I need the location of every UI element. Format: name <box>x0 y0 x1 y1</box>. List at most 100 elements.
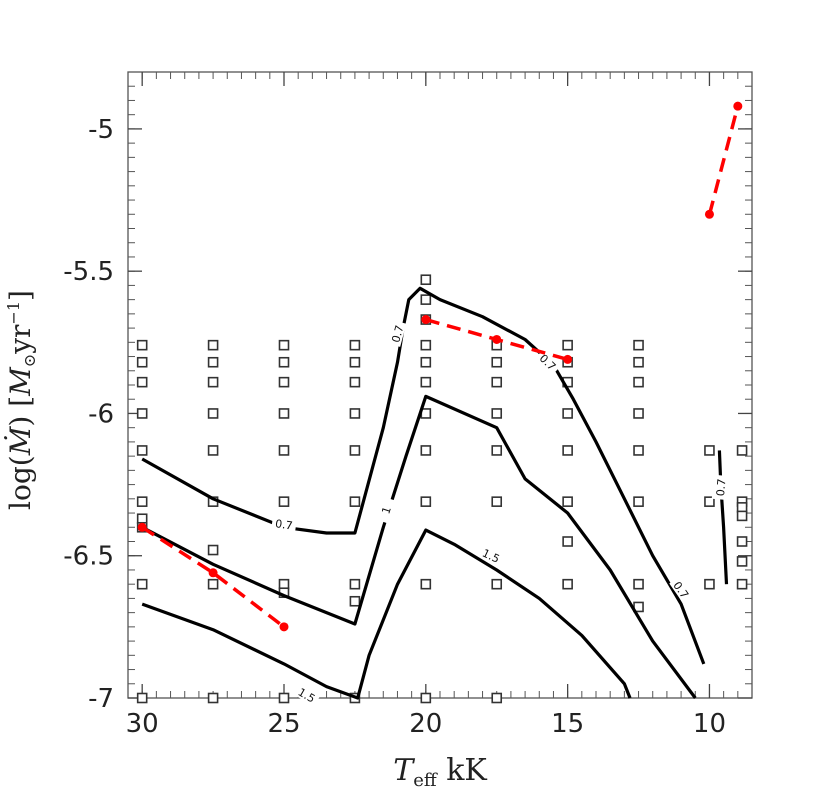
contour-line <box>141 394 697 699</box>
contour-label-bg <box>669 575 695 604</box>
contour-label-bg <box>271 514 297 533</box>
observed-point <box>279 622 289 632</box>
x-tick-label: 10 <box>693 709 726 739</box>
grid-marker <box>562 578 573 590</box>
x-axis-var: T <box>393 753 415 788</box>
y-tick-label: -6.5 <box>63 542 114 572</box>
grid-marker <box>420 274 432 286</box>
grid-marker <box>491 376 503 388</box>
contour-line <box>717 450 729 585</box>
grid-marker <box>349 595 361 607</box>
grid-marker <box>736 510 748 522</box>
grid-marker <box>420 294 432 305</box>
grid-marker <box>633 339 644 351</box>
y-tick-label: -5 <box>88 115 114 145</box>
grid-marker <box>136 376 148 388</box>
contour-label-bg <box>535 348 562 375</box>
grid-marker <box>633 578 644 590</box>
x-axis-label: Teff kK <box>393 753 487 791</box>
observed-track-line <box>141 525 286 629</box>
grid-marker <box>136 445 148 456</box>
grid-marker <box>491 408 503 419</box>
contour-label-bg <box>293 682 322 707</box>
grid-marker <box>736 445 748 456</box>
grid-marker <box>207 578 219 590</box>
grid-marker <box>420 496 432 507</box>
grid-marker <box>420 356 432 368</box>
contour-label: 0.7 <box>274 517 293 532</box>
grid-marker <box>207 544 219 556</box>
contour-line <box>141 528 632 700</box>
grid-marker <box>136 408 148 419</box>
observed-point <box>733 101 743 111</box>
grid-marker <box>633 356 644 368</box>
y-axis-exp: −1 <box>4 301 23 325</box>
grid-marker <box>562 339 573 351</box>
grid-marker <box>349 339 361 351</box>
observed-point <box>492 334 502 344</box>
grid-marker <box>704 445 715 456</box>
grid-marker <box>704 578 715 590</box>
grid-marker <box>136 578 148 590</box>
observed-point <box>421 315 431 325</box>
grid-marker <box>207 376 219 388</box>
grid-marker <box>278 578 290 590</box>
x-axis-unit: kK <box>437 753 488 788</box>
grid-marker <box>278 356 290 368</box>
grid-marker <box>278 408 290 419</box>
grid-marker <box>136 513 148 525</box>
contour-label: 0.7 <box>389 324 406 344</box>
contour-label: 1 <box>379 505 394 516</box>
major-ticks <box>128 72 752 699</box>
grid-marker <box>562 445 573 456</box>
y-axis-yr: yr <box>4 324 37 355</box>
x-tick-label: 25 <box>267 709 300 739</box>
grid-marker <box>349 376 361 388</box>
grid-marker <box>420 445 432 456</box>
observed-track-line <box>707 105 740 215</box>
x-tick-label: 20 <box>409 709 442 739</box>
y-tick-label: -7 <box>88 684 114 714</box>
grid-marker <box>562 536 573 547</box>
grid-marker <box>736 536 748 547</box>
grid-marker <box>278 339 290 351</box>
grid-marker <box>736 556 748 567</box>
grid-marker <box>491 496 503 507</box>
grid-marker <box>420 376 432 388</box>
contour-label-bg <box>374 496 396 524</box>
grid-marker <box>633 376 644 388</box>
contour-label: 0.7 <box>714 478 728 497</box>
y-axis-mid: ) [ <box>4 396 37 427</box>
y-tick-label: -5.5 <box>63 257 114 287</box>
grid-marker <box>420 692 432 704</box>
grid-marker <box>736 578 748 590</box>
observed-point <box>704 209 714 219</box>
grid-marker <box>136 496 148 507</box>
grid-marker <box>207 339 219 351</box>
grid-marker <box>349 496 361 507</box>
x-axis-sub: eff <box>413 770 438 791</box>
grid-marker <box>349 408 361 419</box>
observed-point <box>137 522 147 532</box>
grid-marker <box>278 376 290 388</box>
grid-marker <box>349 578 361 590</box>
grid-marker <box>278 496 290 507</box>
x-tick-label: 15 <box>551 709 584 739</box>
grid-marker <box>562 408 573 419</box>
y-axis-label: log(Ṁ) [M⊙yr−1] <box>4 290 39 510</box>
y-tick-labels: -7 -6.5 -6 -5.5 -5 <box>63 115 114 714</box>
grid-marker <box>207 408 219 419</box>
grid-marker <box>136 339 148 351</box>
y-axis-suffix: ] <box>4 290 37 301</box>
grid-marker <box>491 356 503 368</box>
grid-marker <box>420 578 432 590</box>
grid-marker <box>207 356 219 368</box>
y-axis-sun: ⊙ <box>20 354 39 367</box>
grid-marker <box>633 408 644 419</box>
observed-tracks <box>137 101 743 632</box>
contour-label-bg <box>711 474 728 500</box>
observed-point <box>563 354 573 364</box>
x-tick-labels: 30 25 20 15 10 <box>126 709 726 739</box>
x-tick-label: 30 <box>126 709 159 739</box>
